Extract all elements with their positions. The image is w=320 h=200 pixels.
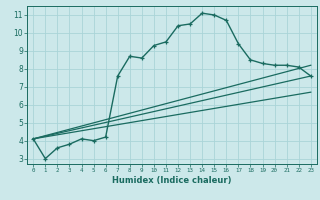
- X-axis label: Humidex (Indice chaleur): Humidex (Indice chaleur): [112, 176, 232, 185]
